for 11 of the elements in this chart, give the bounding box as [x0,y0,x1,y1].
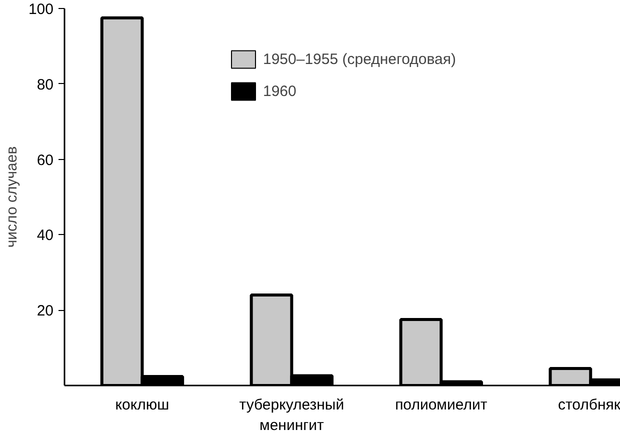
y-tick-label: 80 [36,76,54,94]
legend-label: 1960 [263,82,296,100]
y-axis-title: число случаев [3,146,20,248]
x-tick-label: полиомиелит [395,396,488,414]
x-tick-label: коклюш [115,396,170,414]
x-tick-label: туберкулезный менингит [239,396,344,434]
y-tick-label: 60 [36,152,54,169]
y-tick-label: 100 [28,1,54,18]
y-tick-label: 40 [36,227,54,244]
y-tick-label: 20 [36,302,54,320]
legend-label: 1950–1955 (среднегодовая) [263,50,456,68]
